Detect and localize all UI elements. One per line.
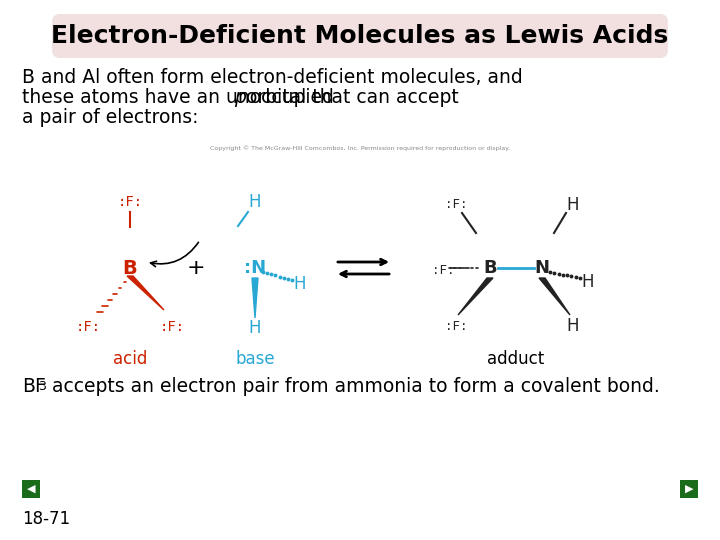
Text: :F:: :F: (117, 195, 143, 209)
Text: ◀: ◀ (27, 484, 35, 494)
FancyBboxPatch shape (52, 14, 668, 58)
Text: H: H (567, 196, 580, 214)
Text: BF: BF (22, 377, 46, 396)
Text: H: H (248, 319, 261, 337)
Text: Electron-Deficient Molecules as Lewis Acids: Electron-Deficient Molecules as Lewis Ac… (51, 24, 669, 48)
Text: B: B (122, 259, 138, 278)
Text: accepts an electron pair from ammonia to form a covalent bond.: accepts an electron pair from ammonia to… (46, 377, 660, 396)
Text: :F:: :F: (445, 320, 467, 333)
Text: H: H (294, 275, 306, 293)
Text: p: p (234, 88, 246, 107)
Text: acid: acid (113, 350, 147, 368)
Text: 3: 3 (38, 380, 46, 393)
Text: N: N (534, 259, 549, 277)
Text: H: H (248, 193, 261, 211)
Polygon shape (252, 278, 258, 318)
Text: H: H (582, 273, 594, 291)
Text: adduct: adduct (487, 350, 544, 368)
Polygon shape (127, 276, 164, 310)
Text: 18-71: 18-71 (22, 510, 70, 528)
FancyBboxPatch shape (22, 480, 40, 498)
Text: +: + (186, 258, 205, 278)
Text: a pair of electrons:: a pair of electrons: (22, 108, 199, 127)
Polygon shape (458, 278, 493, 315)
Text: :F:: :F: (432, 264, 454, 276)
FancyBboxPatch shape (680, 480, 698, 498)
Text: :F:: :F: (445, 199, 467, 212)
Text: orbital that can accept: orbital that can accept (240, 88, 459, 107)
Text: Copyright © The McGraw-Hill Comcombos, Inc. Permission required for reproduction: Copyright © The McGraw-Hill Comcombos, I… (210, 145, 510, 151)
Text: ▶: ▶ (685, 484, 693, 494)
Text: :N: :N (244, 259, 266, 277)
Text: B and Al often form electron-deficient molecules, and: B and Al often form electron-deficient m… (22, 68, 523, 87)
Text: B: B (483, 259, 497, 277)
Polygon shape (539, 278, 570, 315)
Text: :F:: :F: (159, 320, 184, 334)
Text: base: base (235, 350, 275, 368)
Text: :F:: :F: (76, 320, 101, 334)
Text: H: H (567, 317, 580, 335)
Text: these atoms have an unoccupied: these atoms have an unoccupied (22, 88, 340, 107)
